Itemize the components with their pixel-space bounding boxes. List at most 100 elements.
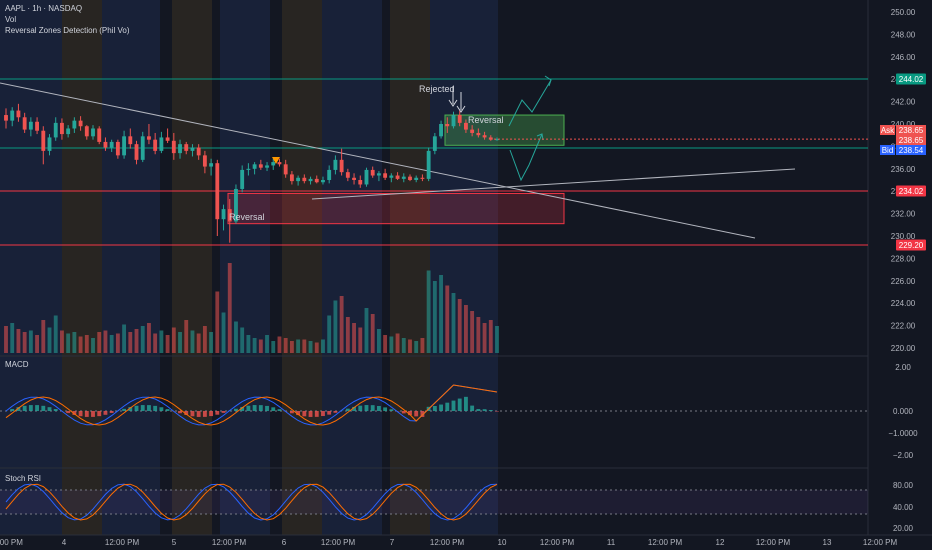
volume-legend[interactable]: Vol: [5, 15, 17, 24]
candle[interactable]: [463, 122, 468, 130]
candle[interactable]: [314, 178, 319, 183]
candle[interactable]: [352, 177, 356, 180]
candle[interactable]: [482, 135, 487, 138]
candle[interactable]: [345, 172, 350, 178]
candle[interactable]: [408, 176, 412, 180]
reversal-zone-bottom[interactable]: [227, 192, 565, 225]
candle[interactable]: [370, 169, 375, 176]
candle[interactable]: [302, 177, 307, 182]
candle[interactable]: [234, 188, 238, 222]
candle[interactable]: [178, 144, 182, 154]
candle[interactable]: [66, 128, 71, 135]
candle[interactable]: [153, 139, 158, 151]
candle[interactable]: [240, 169, 245, 189]
candle[interactable]: [327, 169, 332, 180]
candle[interactable]: [171, 140, 176, 154]
candle[interactable]: [128, 136, 133, 145]
candle[interactable]: [140, 136, 145, 160]
candle[interactable]: [47, 137, 52, 151]
candle[interactable]: [4, 115, 8, 121]
candle[interactable]: [395, 175, 400, 179]
candle[interactable]: [476, 132, 481, 136]
candle[interactable]: [84, 126, 89, 137]
resistance-badge[interactable]: [896, 73, 926, 85]
bid-badge[interactable]: [896, 145, 926, 155]
candle[interactable]: [227, 209, 232, 222]
price-tick: 236.00: [891, 165, 916, 174]
candle[interactable]: [321, 180, 325, 183]
candle[interactable]: [91, 128, 95, 137]
candle[interactable]: [122, 136, 127, 156]
stoch-rsi-legend[interactable]: Stoch RSI: [5, 474, 42, 483]
candle[interactable]: [389, 175, 394, 178]
candle[interactable]: [383, 173, 388, 178]
candle[interactable]: [414, 177, 419, 180]
macd-legend[interactable]: MACD: [5, 360, 29, 369]
candle[interactable]: [134, 144, 139, 160]
candle[interactable]: [445, 124, 450, 127]
candle[interactable]: [252, 164, 257, 169]
candle[interactable]: [184, 144, 189, 151]
candle[interactable]: [41, 130, 46, 151]
candle[interactable]: [115, 141, 120, 156]
candle[interactable]: [258, 164, 263, 168]
last-price-badge[interactable]: [896, 135, 926, 145]
candle[interactable]: [358, 180, 363, 185]
candle[interactable]: [432, 136, 437, 151]
candle[interactable]: [333, 159, 338, 170]
candle[interactable]: [28, 121, 33, 130]
candle[interactable]: [289, 174, 294, 182]
candle[interactable]: [202, 155, 207, 167]
candle[interactable]: [246, 168, 251, 170]
candle[interactable]: [147, 136, 151, 140]
session-band: [282, 0, 322, 535]
candle[interactable]: [196, 147, 201, 156]
candle[interactable]: [109, 141, 114, 148]
candle[interactable]: [457, 115, 462, 123]
candle[interactable]: [103, 141, 108, 148]
candle[interactable]: [277, 162, 282, 165]
candle[interactable]: [364, 169, 369, 185]
candle[interactable]: [283, 164, 288, 175]
candle[interactable]: [401, 176, 406, 179]
candle[interactable]: [159, 137, 164, 151]
lower-support-badge[interactable]: [896, 239, 926, 251]
indicator-legend[interactable]: Reversal Zones Detection (Phil Vo): [5, 26, 130, 35]
stoch-band: [0, 490, 868, 514]
candle[interactable]: [339, 159, 344, 173]
candle[interactable]: [97, 128, 102, 142]
candle[interactable]: [451, 115, 456, 127]
symbol-title[interactable]: AAPL · 1h · NASDAQ: [5, 4, 83, 13]
candle[interactable]: [308, 178, 313, 182]
candle[interactable]: [495, 139, 499, 141]
candle[interactable]: [72, 120, 77, 129]
candle[interactable]: [35, 121, 40, 131]
ascending-trendline[interactable]: [311, 168, 796, 200]
support-badge[interactable]: [896, 185, 926, 197]
candle[interactable]: [165, 137, 170, 141]
candle[interactable]: [296, 177, 301, 182]
candle[interactable]: [488, 137, 493, 140]
candle[interactable]: [22, 117, 27, 130]
candle[interactable]: [78, 120, 83, 127]
candle[interactable]: [420, 177, 425, 179]
reversal-zone-top[interactable]: [444, 114, 565, 146]
candle[interactable]: [439, 124, 443, 137]
candle[interactable]: [209, 163, 214, 167]
candle[interactable]: [470, 129, 475, 133]
candle[interactable]: [376, 173, 381, 176]
descending-trendline[interactable]: [0, 82, 756, 239]
candle[interactable]: [16, 110, 21, 118]
candle[interactable]: [215, 163, 220, 220]
candle[interactable]: [53, 122, 58, 138]
candle[interactable]: [265, 165, 269, 168]
candle[interactable]: [10, 110, 15, 121]
candle[interactable]: [60, 122, 64, 135]
ask-badge[interactable]: [896, 125, 926, 135]
candle[interactable]: [426, 150, 431, 179]
candle[interactable]: [221, 209, 226, 220]
candle[interactable]: [190, 147, 195, 151]
candle[interactable]: [271, 162, 276, 166]
